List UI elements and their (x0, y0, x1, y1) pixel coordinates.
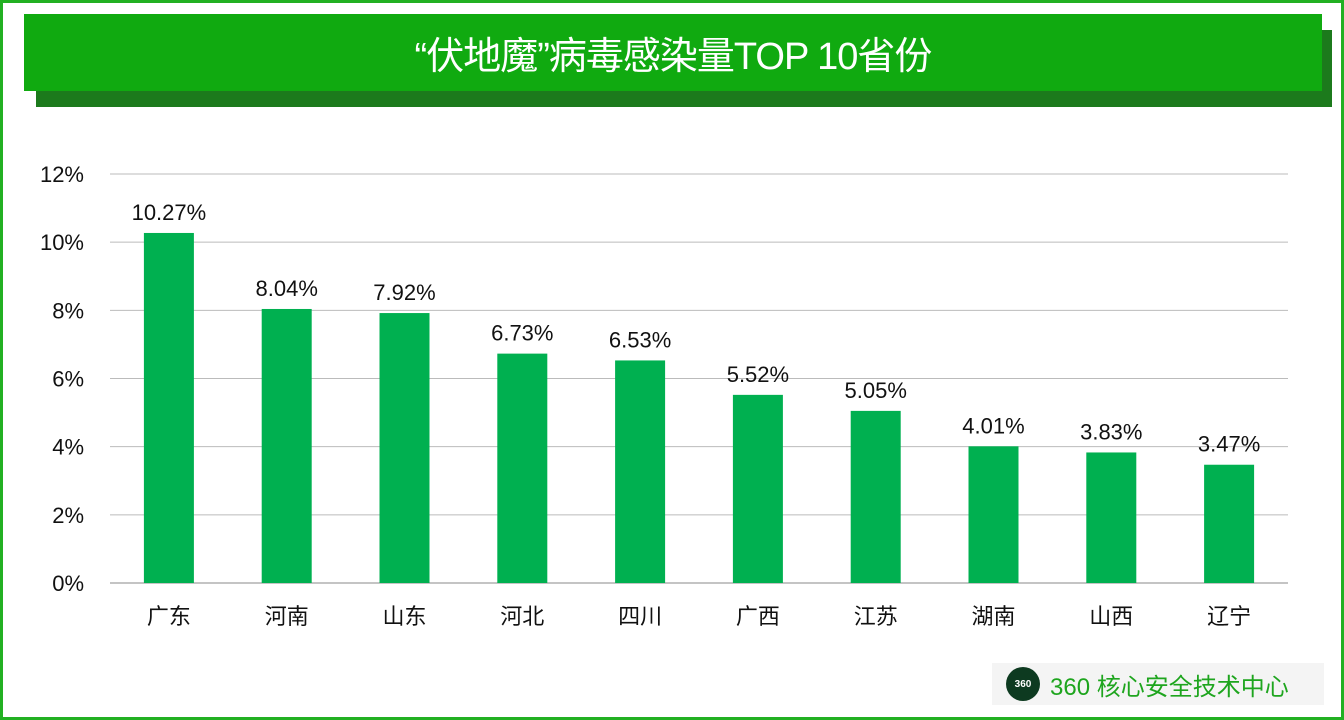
y-tick-label: 6% (52, 367, 84, 392)
y-tick-label: 0% (52, 571, 84, 596)
x-tick-label: 辽宁 (1207, 605, 1251, 630)
bar (143, 232, 194, 583)
x-tick-label: 广东 (147, 605, 191, 630)
bar (1204, 464, 1255, 583)
x-tick-label: 湖南 (971, 605, 1015, 630)
bar (615, 360, 666, 583)
bar (497, 353, 548, 583)
logo-badge-icon: 360 (1006, 667, 1040, 701)
bar (1086, 452, 1137, 583)
data-label: 3.83% (1080, 419, 1142, 444)
bar (968, 446, 1019, 583)
x-tick-label: 广西 (736, 605, 780, 630)
data-label: 7.92% (373, 280, 435, 305)
data-label: 5.05% (845, 378, 907, 403)
data-label: 3.47% (1198, 432, 1260, 457)
data-label: 8.04% (256, 276, 318, 301)
data-label: 5.52% (727, 362, 789, 387)
bar (732, 394, 783, 583)
logo: 360 360 核心安全技术中心 (992, 663, 1324, 705)
data-label: 6.73% (491, 321, 553, 346)
y-tick-label: 10% (40, 230, 84, 255)
bar (850, 410, 901, 583)
bar (379, 313, 430, 583)
x-tick-label: 河南 (265, 605, 309, 630)
y-tick-label: 12% (40, 162, 84, 187)
y-tick-label: 2% (52, 503, 84, 528)
data-label: 4.01% (962, 413, 1024, 438)
bar (261, 308, 312, 583)
x-tick-label: 河北 (500, 605, 544, 630)
x-tick-label: 山东 (382, 605, 426, 630)
logo-text: 360 核心安全技术中心 (1050, 673, 1289, 701)
data-label: 6.53% (609, 327, 671, 352)
x-tick-label: 江苏 (854, 605, 898, 630)
y-tick-label: 4% (52, 435, 84, 460)
x-tick-label: 山西 (1089, 605, 1133, 630)
chart-title: “伏地魔”病毒感染量TOP 10省份 (24, 14, 1322, 91)
data-label: 10.27% (132, 200, 207, 225)
x-tick-label: 四川 (618, 605, 662, 630)
y-tick-label: 8% (52, 298, 84, 323)
